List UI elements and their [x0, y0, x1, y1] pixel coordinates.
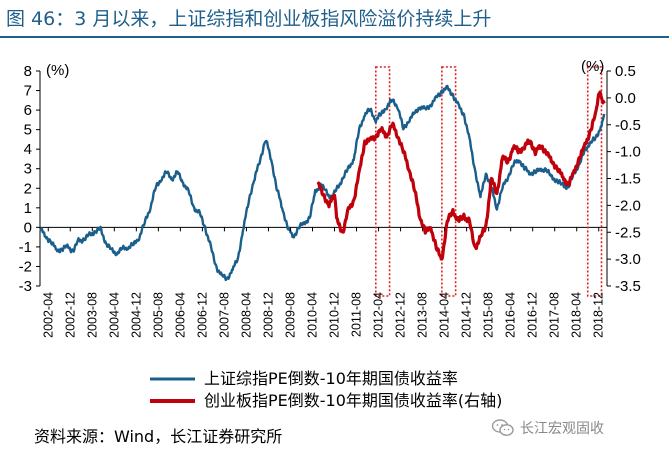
x-axis-ticks: 2002-04 2002-12 2003-08 2004-04 2004-12 2005-…: [41, 227, 606, 338]
left-tick-label: 0: [24, 219, 32, 236]
right-axis-ticks: 0.5 0.0 -0.5 -1.0 -1.5 -2.0 -2.5 -3.0 -3.5: [607, 63, 641, 295]
page-title: 图 46：3 月以来，上证综指和创业板指风险溢价持续上升: [6, 8, 492, 30]
x-tick-label: 2017-08: [548, 292, 562, 338]
legend-label-0: 上证综指PE倒数-10年期国债收益率: [204, 369, 458, 388]
left-tick-label: 7: [24, 83, 32, 100]
right-tick-label: 0.5: [615, 63, 636, 80]
left-tick-label: 2: [24, 180, 32, 197]
left-axis-ticks: 8 7 6 5 4 3 2 1 0 -1 -2 -3: [19, 63, 40, 295]
x-tick-label: 2007-08: [217, 292, 231, 338]
left-tick-label: -1: [19, 239, 32, 256]
x-tick-label: 2010-04: [305, 292, 319, 338]
right-tick-label: -2.0: [615, 197, 641, 214]
x-tick-label: 2012-04: [372, 292, 386, 338]
x-tick-label: 2010-12: [328, 292, 342, 338]
left-tick-label: 6: [24, 102, 32, 119]
right-tick-label: -2.5: [615, 224, 641, 241]
left-tick-label: 4: [24, 141, 32, 158]
legend-label-1: 创业板指PE倒数-10年期国债收益率(右轴): [204, 391, 502, 410]
axes-layer: [39, 71, 608, 286]
source-note: 资料来源：Wind，长江证券研究所: [34, 427, 283, 446]
highlight-box: [441, 66, 457, 297]
x-tick-label: 2004-04: [107, 292, 121, 338]
left-tick-label: 8: [24, 63, 32, 80]
left-tick-label: 3: [24, 161, 32, 178]
x-tick-label: 2018-12: [592, 292, 606, 338]
risk-premium-chart: 8 7 6 5 4 3 2 1 0 -1 -2 -3 0.5 0.0 -0.5 -1.0 -1.5 -2.0 -2…: [19, 58, 641, 410]
x-tick-label: 2004-12: [129, 292, 143, 338]
x-tick-label: 2006-12: [195, 292, 209, 338]
x-tick-label: 2012-12: [394, 292, 408, 338]
x-tick-label: 2016-04: [504, 292, 518, 338]
watermark: 长江宏观固收: [492, 414, 664, 442]
left-tick-label: 1: [24, 200, 32, 217]
title-divider: [0, 36, 669, 38]
highlight-box: [374, 66, 391, 297]
series-line-1: [316, 90, 606, 261]
left-axis-unit: (%): [46, 62, 69, 79]
x-tick-label: 2016-12: [526, 292, 540, 338]
x-tick-label: 2008-12: [261, 292, 275, 338]
x-tick-label: 2015-08: [482, 292, 496, 338]
right-tick-label: 0.0: [615, 90, 636, 107]
wechat-icon: [492, 419, 514, 436]
highlight-layer: [374, 66, 603, 297]
left-tick-label: 5: [24, 122, 32, 139]
left-tick-label: -2: [19, 258, 32, 275]
x-tick-label: 2014-04: [438, 292, 452, 338]
x-tick-label: 2002-04: [41, 292, 55, 338]
series-layer: [39, 84, 606, 282]
right-tick-label: -1.0: [615, 144, 641, 161]
watermark-text: 长江宏观固收: [520, 421, 604, 437]
right-tick-label: -3.0: [615, 251, 641, 268]
left-tick-label: -3: [19, 278, 32, 295]
x-tick-label: 2006-04: [173, 292, 187, 338]
x-tick-label: 2009-08: [283, 292, 297, 338]
x-tick-label: 2002-12: [63, 292, 77, 338]
right-axis-unit: (%): [581, 58, 604, 75]
right-tick-label: -3.5: [615, 278, 641, 295]
right-tick-label: -0.5: [615, 117, 641, 134]
x-tick-label: 2008-04: [239, 292, 253, 338]
x-tick-label: 2014-12: [460, 292, 474, 338]
x-tick-label: 2013-08: [416, 292, 430, 338]
right-tick-label: -1.5: [615, 171, 641, 188]
series-line-0: [39, 84, 606, 282]
x-tick-label: 2018-04: [570, 292, 584, 338]
x-tick-label: 2003-08: [85, 292, 99, 338]
x-tick-label: 2005-08: [151, 292, 165, 338]
x-tick-label: 2011-08: [350, 292, 364, 337]
highlight-box: [586, 66, 603, 297]
